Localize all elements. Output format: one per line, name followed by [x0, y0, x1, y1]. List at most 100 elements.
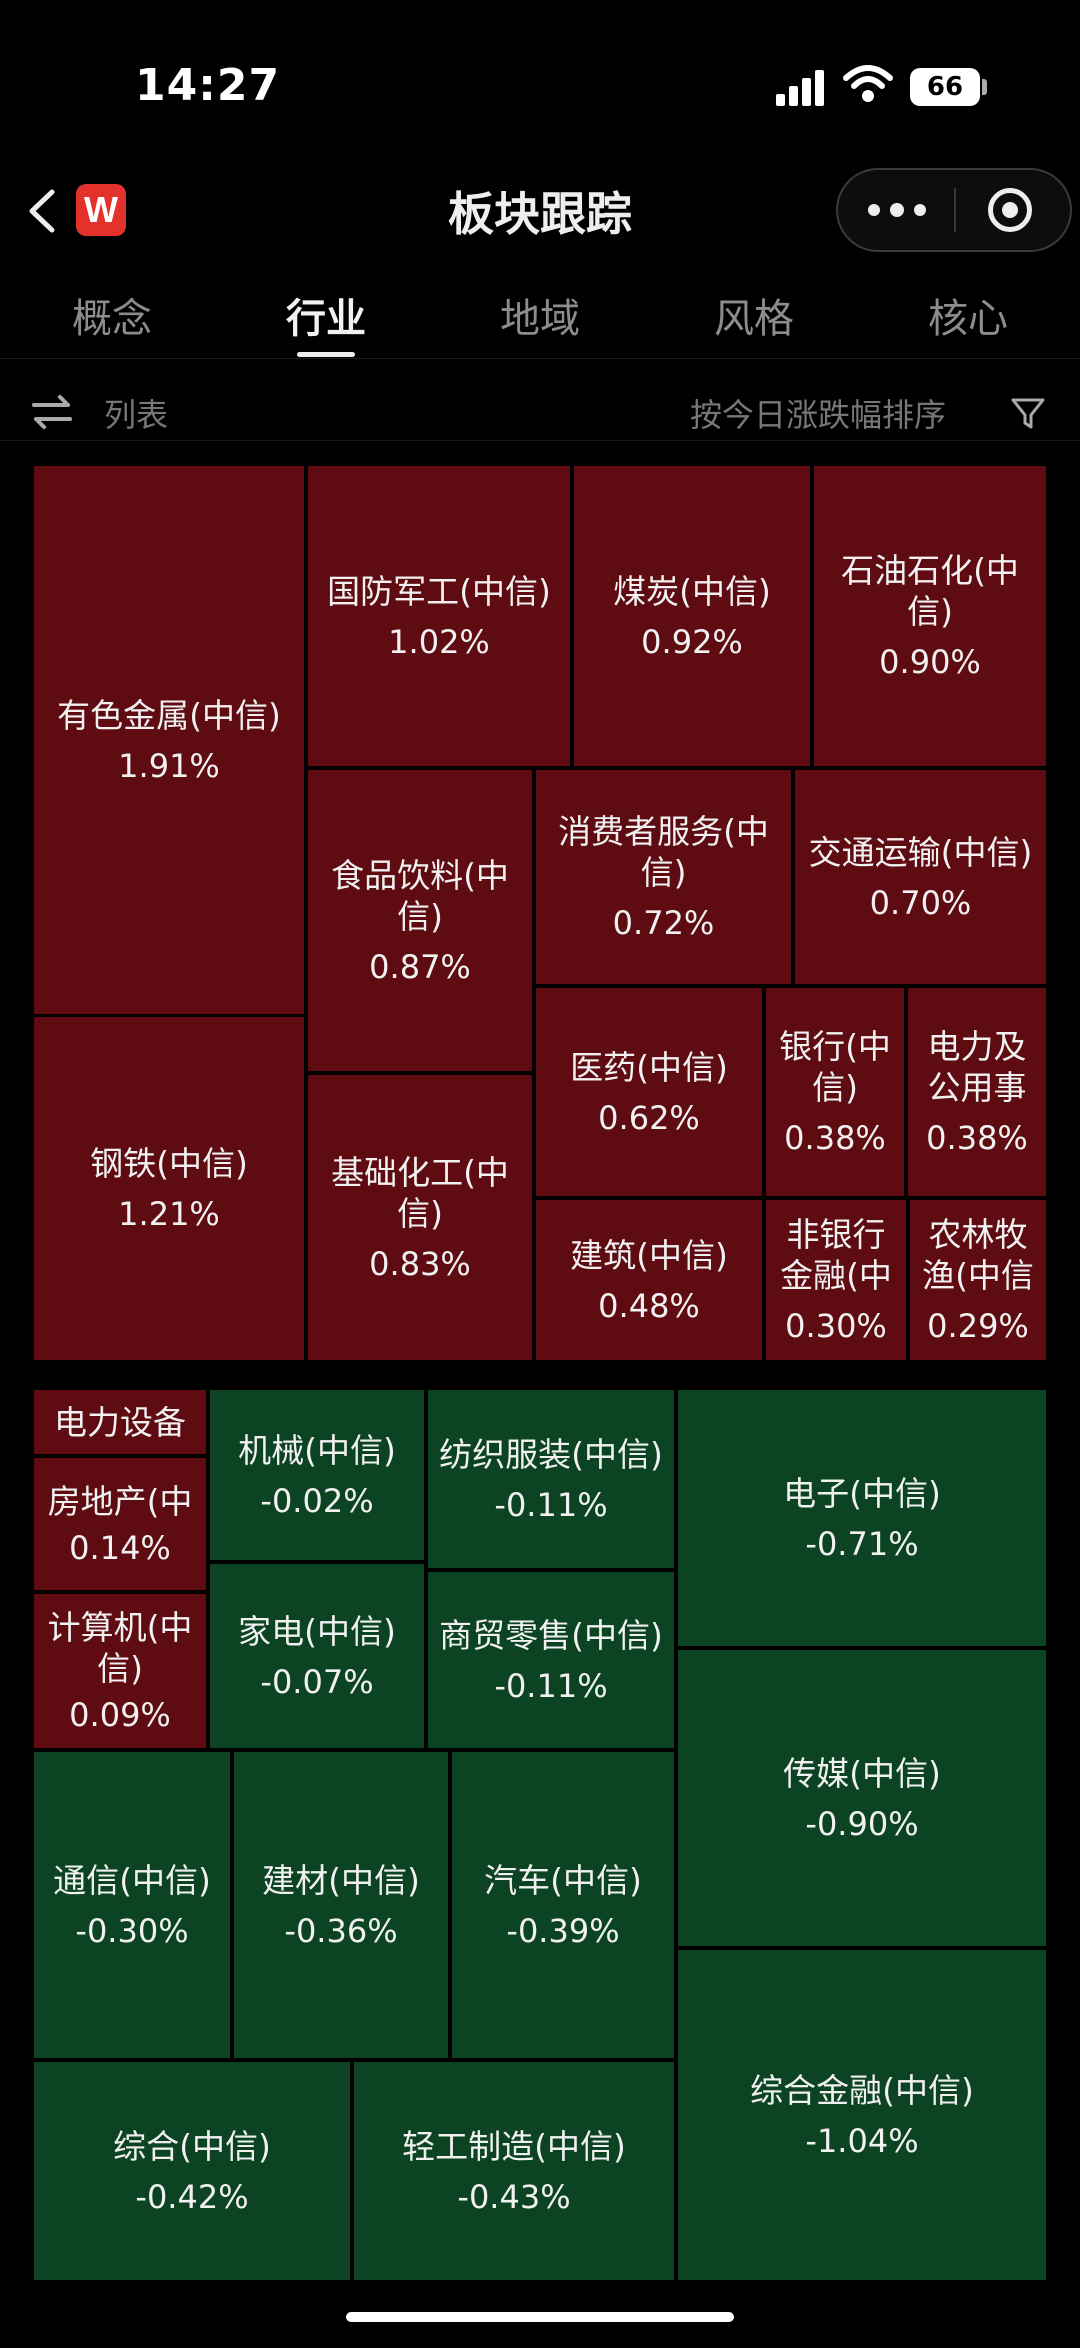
- sector-tile[interactable]: 医药(中信) 0.62%: [536, 988, 762, 1196]
- sector-tile[interactable]: 综合(中信) -0.42%: [34, 2062, 350, 2280]
- back-icon[interactable]: [22, 186, 62, 236]
- wifi-icon: [843, 65, 893, 102]
- sector-name: 综合(中信): [113, 2126, 271, 2166]
- sector-name: 农林牧渔(中信: [922, 1215, 1034, 1295]
- sector-change: 0.14%: [69, 1528, 171, 1567]
- sector-change: -1.04%: [805, 2121, 919, 2160]
- sector-tile[interactable]: 轻工制造(中信) -0.43%: [354, 2062, 674, 2280]
- sector-tile[interactable]: 电子(中信) -0.71%: [678, 1390, 1046, 1646]
- sector-change: 0.83%: [369, 1244, 471, 1283]
- sector-tile[interactable]: 建筑(中信) 0.48%: [536, 1200, 762, 1360]
- sector-tile[interactable]: 农林牧渔(中信 0.29%: [910, 1200, 1046, 1360]
- sector-name: 商贸零售(中信): [439, 1615, 663, 1655]
- sector-tile[interactable]: 国防军工(中信) 1.02%: [308, 466, 570, 766]
- page-title: 板块跟踪: [448, 187, 632, 241]
- sector-name: 建筑(中信): [570, 1235, 728, 1275]
- sector-change: -0.02%: [260, 1481, 374, 1520]
- sector-tile[interactable]: 有色金属(中信) 1.91%: [34, 466, 304, 1014]
- sector-name: 基础化工(中信): [331, 1152, 509, 1233]
- tab-active-indicator: [297, 352, 355, 357]
- more-icon[interactable]: [868, 196, 928, 224]
- battery-icon: 66: [910, 68, 980, 106]
- tab-region[interactable]: 地域: [500, 296, 580, 342]
- filter-icon[interactable]: [1010, 396, 1046, 432]
- switch-view-icon[interactable]: [30, 392, 74, 432]
- home-indicator: [346, 2312, 734, 2322]
- sector-name: 电力设备: [54, 1402, 186, 1442]
- sector-name: 纺织服装(中信): [439, 1434, 663, 1474]
- sector-tile[interactable]: 交通运输(中信) 0.70%: [795, 770, 1046, 984]
- sector-tile[interactable]: 非银行金融(中 0.30%: [766, 1200, 906, 1360]
- sector-name: 食品饮料(中信): [331, 855, 509, 936]
- sector-tile[interactable]: 综合金融(中信) -1.04%: [678, 1950, 1046, 2280]
- sector-name: 医药(中信): [570, 1047, 728, 1087]
- toolbar-divider: [0, 440, 1080, 441]
- sector-tile[interactable]: 电力设备: [34, 1390, 206, 1454]
- sector-name: 建材(中信): [262, 1860, 420, 1900]
- sector-tile[interactable]: 银行(中信) 0.38%: [766, 988, 904, 1196]
- sector-name: 家电(中信): [238, 1611, 396, 1651]
- sector-tile[interactable]: 石油石化(中信) 0.90%: [814, 466, 1046, 766]
- sort-selector[interactable]: 按今日涨跌幅排序: [690, 396, 947, 434]
- sector-change: 0.72%: [612, 904, 715, 942]
- sector-change: -0.42%: [135, 2177, 249, 2216]
- sector-change: -0.11%: [494, 1666, 608, 1705]
- sector-change: -0.30%: [75, 1911, 189, 1950]
- sector-name: 电子(中信): [783, 1473, 941, 1513]
- sector-change: 0.30%: [785, 1307, 887, 1345]
- sector-name: 银行(中信): [779, 1027, 891, 1107]
- close-miniapp-icon[interactable]: [988, 188, 1032, 232]
- sector-change: -0.39%: [506, 1911, 620, 1950]
- sector-tile[interactable]: 通信(中信) -0.30%: [34, 1752, 230, 2058]
- sector-change: 0.87%: [369, 947, 471, 986]
- sector-change: 0.92%: [641, 622, 743, 661]
- sector-tile[interactable]: 房地产(中 0.14%: [34, 1458, 206, 1590]
- sector-name: 传媒(中信): [783, 1753, 941, 1793]
- sector-tile[interactable]: 电力及公用事 0.38%: [908, 988, 1046, 1196]
- battery-tip: [982, 79, 987, 95]
- sector-tile[interactable]: 家电(中信) -0.07%: [210, 1564, 424, 1748]
- sector-change: 0.09%: [69, 1696, 171, 1734]
- sector-name: 非银行金融(中: [780, 1215, 892, 1295]
- sector-name: 计算机(中信): [47, 1608, 193, 1688]
- tab-concept[interactable]: 概念: [72, 296, 152, 342]
- sector-change: -0.90%: [805, 1804, 919, 1843]
- sector-change: -0.71%: [805, 1524, 919, 1563]
- sector-name: 有色金属(中信): [57, 695, 281, 735]
- tab-style[interactable]: 风格: [714, 296, 794, 342]
- sector-change: -0.43%: [457, 2177, 571, 2216]
- tab-core[interactable]: 核心: [928, 296, 1008, 342]
- sector-tile[interactable]: 消费者服务(中信) 0.72%: [536, 770, 791, 984]
- sector-change: 1.02%: [388, 622, 490, 661]
- tab-industry[interactable]: 行业: [286, 296, 366, 342]
- sector-tile[interactable]: 基础化工(中信) 0.83%: [308, 1075, 532, 1360]
- sector-tile[interactable]: 机械(中信) -0.02%: [210, 1390, 424, 1560]
- sector-change: -0.07%: [260, 1662, 374, 1701]
- sector-tile[interactable]: 纺织服装(中信) -0.11%: [428, 1390, 674, 1568]
- sector-change: 0.70%: [869, 883, 972, 922]
- sector-name: 消费者服务(中信): [558, 812, 769, 892]
- sector-change: -0.36%: [284, 1911, 398, 1950]
- sector-tile[interactable]: 传媒(中信) -0.90%: [678, 1650, 1046, 1946]
- sector-name: 电力及公用事: [927, 1027, 1027, 1107]
- sector-tile[interactable]: 计算机(中信) 0.09%: [34, 1594, 206, 1748]
- sector-change: 1.21%: [118, 1195, 220, 1233]
- sector-name: 钢铁(中信): [90, 1144, 248, 1183]
- sector-change: 0.38%: [784, 1119, 886, 1157]
- sector-tile[interactable]: 煤炭(中信) 0.92%: [574, 466, 810, 766]
- sector-name: 机械(中信): [238, 1430, 396, 1470]
- sector-name: 房地产(中: [47, 1481, 193, 1521]
- sector-name: 石油石化(中信): [841, 551, 1019, 631]
- sector-name: 综合金融(中信): [750, 2070, 974, 2110]
- sector-tile[interactable]: 食品饮料(中信) 0.87%: [308, 770, 532, 1071]
- sector-tile[interactable]: 汽车(中信) -0.39%: [452, 1752, 674, 2058]
- sector-change: 0.48%: [598, 1286, 700, 1325]
- sector-name: 通信(中信): [53, 1860, 211, 1900]
- sector-tile[interactable]: 建材(中信) -0.36%: [234, 1752, 448, 2058]
- list-view-toggle[interactable]: 列表: [104, 396, 169, 434]
- sector-tile[interactable]: 钢铁(中信) 1.21%: [34, 1017, 304, 1360]
- sector-name: 国防军工(中信): [327, 571, 551, 611]
- sector-tile[interactable]: 商贸零售(中信) -0.11%: [428, 1572, 674, 1748]
- sector-change: 0.62%: [598, 1098, 700, 1137]
- sector-name: 交通运输(中信): [808, 832, 1033, 872]
